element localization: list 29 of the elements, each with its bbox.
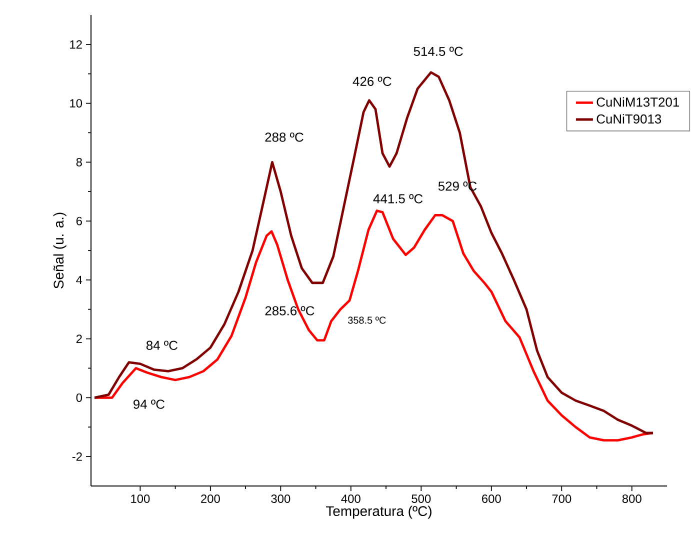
annotation: 84 ºC <box>146 340 178 350</box>
annotation: 285.6 ºC <box>265 306 314 316</box>
annotation: 426 ºC <box>352 76 392 86</box>
annotation: 441.5 ºC <box>373 194 423 204</box>
x-tick-label: 300 <box>271 494 290 503</box>
y-tick-label: 10 <box>70 99 82 108</box>
legend-label: CuNiT9013 <box>596 114 662 124</box>
x-tick-label: 600 <box>482 494 501 503</box>
legend-label: CuNiM13T201 <box>596 97 680 107</box>
y-tick-label: 8 <box>76 158 82 166</box>
y-tick-label: 0 <box>76 393 82 402</box>
x-tick-label: 100 <box>131 494 150 503</box>
y-tick-label: -2 <box>72 452 82 461</box>
annotation: 514.5 ºC <box>414 46 463 56</box>
y-tick-label: 4 <box>76 276 82 284</box>
x-tick-label: 200 <box>201 494 220 503</box>
y-axis-title: Señal (u. a.) <box>53 212 66 288</box>
x-axis-title: Temperatura (ºC) <box>326 506 432 519</box>
y-tick-label: 6 <box>76 216 82 226</box>
x-tick-label: 500 <box>412 494 431 503</box>
line-series <box>93 210 654 442</box>
y-tick-label: 12 <box>70 40 82 49</box>
annotation: 94 ºC <box>134 400 164 409</box>
x-tick-label: 800 <box>622 494 642 503</box>
y-tick-label: 2 <box>76 334 82 343</box>
annotation: 288 ºC <box>265 132 304 142</box>
x-tick-label: 700 <box>552 494 572 503</box>
x-tick-label: 400 <box>341 494 360 503</box>
annotation: 358.5 ºC <box>348 316 386 324</box>
